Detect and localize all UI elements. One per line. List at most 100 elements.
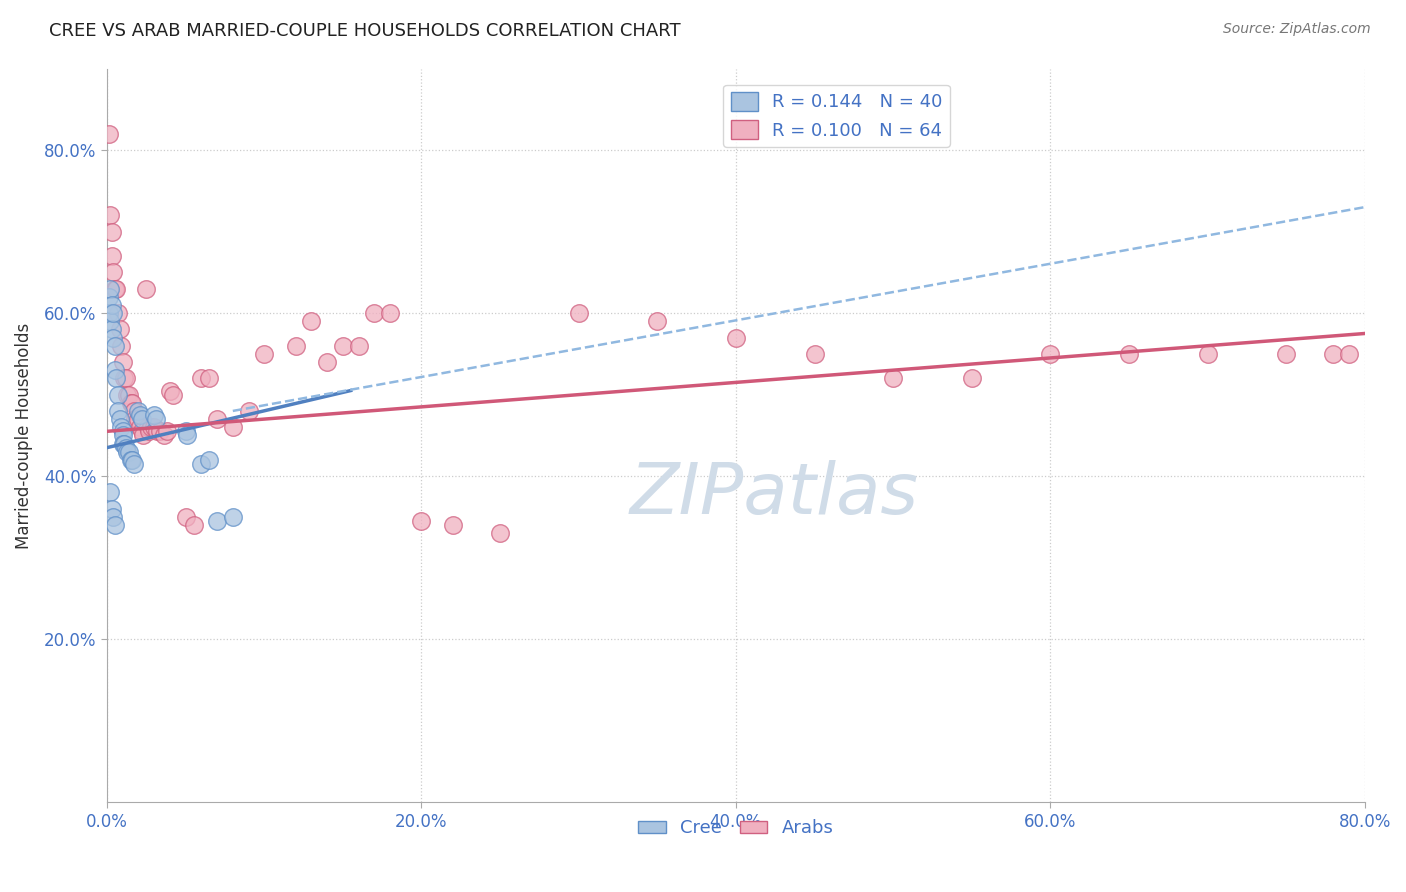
- Point: [363, 306, 385, 320]
- Point: [120, 453, 142, 467]
- Point: [138, 425, 160, 439]
- Point: [156, 425, 179, 439]
- Point: [97, 306, 120, 320]
- Point: [103, 265, 125, 279]
- Point: [145, 412, 167, 426]
- Point: [174, 510, 197, 524]
- Text: Source: ZipAtlas.com: Source: ZipAtlas.com: [1223, 22, 1371, 37]
- Point: [100, 249, 122, 263]
- Point: [132, 428, 155, 442]
- Point: [131, 425, 153, 439]
- Point: [129, 420, 152, 434]
- Point: [190, 371, 212, 385]
- Point: [135, 282, 157, 296]
- Point: [104, 339, 127, 353]
- Point: [174, 425, 197, 439]
- Point: [100, 501, 122, 516]
- Point: [568, 306, 591, 320]
- Point: [176, 428, 198, 442]
- Point: [183, 518, 205, 533]
- Point: [118, 444, 141, 458]
- Point: [222, 510, 245, 524]
- Y-axis label: Married-couple Households: Married-couple Households: [15, 322, 32, 549]
- Point: [117, 444, 139, 458]
- Point: [1275, 347, 1298, 361]
- Point: [104, 518, 127, 533]
- Point: [103, 510, 125, 524]
- Point: [97, 290, 120, 304]
- Point: [103, 306, 125, 320]
- Point: [105, 282, 128, 296]
- Point: [882, 371, 904, 385]
- Point: [316, 355, 339, 369]
- Point: [139, 420, 162, 434]
- Point: [104, 282, 127, 296]
- Point: [299, 314, 322, 328]
- Point: [100, 322, 122, 336]
- Point: [107, 387, 129, 401]
- Point: [222, 420, 245, 434]
- Point: [112, 436, 135, 450]
- Point: [1118, 347, 1140, 361]
- Point: [98, 314, 121, 328]
- Point: [121, 453, 143, 467]
- Point: [724, 330, 747, 344]
- Point: [108, 322, 131, 336]
- Point: [127, 404, 149, 418]
- Point: [131, 412, 153, 426]
- Point: [205, 514, 228, 528]
- Point: [110, 420, 132, 434]
- Point: [108, 412, 131, 426]
- Point: [253, 347, 276, 361]
- Point: [1322, 347, 1344, 361]
- Point: [803, 347, 825, 361]
- Point: [121, 396, 143, 410]
- Point: [105, 371, 128, 385]
- Point: [107, 404, 129, 418]
- Point: [1039, 347, 1062, 361]
- Point: [152, 428, 174, 442]
- Point: [98, 208, 121, 222]
- Point: [115, 371, 138, 385]
- Point: [411, 514, 433, 528]
- Point: [98, 282, 121, 296]
- Point: [124, 412, 146, 426]
- Point: [100, 225, 122, 239]
- Point: [136, 420, 159, 434]
- Point: [129, 408, 152, 422]
- Point: [143, 408, 166, 422]
- Point: [441, 518, 464, 533]
- Point: [107, 306, 129, 320]
- Point: [98, 485, 121, 500]
- Point: [284, 339, 307, 353]
- Point: [238, 404, 260, 418]
- Point: [117, 387, 139, 401]
- Point: [489, 526, 512, 541]
- Text: CREE VS ARAB MARRIED-COUPLE HOUSEHOLDS CORRELATION CHART: CREE VS ARAB MARRIED-COUPLE HOUSEHOLDS C…: [49, 22, 681, 40]
- Point: [103, 330, 125, 344]
- Point: [97, 127, 120, 141]
- Point: [118, 387, 141, 401]
- Point: [104, 363, 127, 377]
- Point: [111, 355, 134, 369]
- Legend: Cree, Arabs: Cree, Arabs: [631, 812, 841, 845]
- Point: [122, 457, 145, 471]
- Point: [149, 425, 172, 439]
- Point: [1197, 347, 1219, 361]
- Point: [110, 339, 132, 353]
- Point: [127, 412, 149, 426]
- Point: [332, 339, 354, 353]
- Point: [111, 425, 134, 439]
- Point: [198, 371, 221, 385]
- Point: [190, 457, 212, 471]
- Point: [162, 387, 184, 401]
- Point: [146, 425, 169, 439]
- Point: [111, 436, 134, 450]
- Point: [159, 384, 181, 398]
- Text: ZIPatlas: ZIPatlas: [628, 459, 918, 529]
- Point: [115, 441, 138, 455]
- Point: [112, 371, 135, 385]
- Point: [960, 371, 983, 385]
- Point: [143, 420, 166, 434]
- Point: [1339, 347, 1361, 361]
